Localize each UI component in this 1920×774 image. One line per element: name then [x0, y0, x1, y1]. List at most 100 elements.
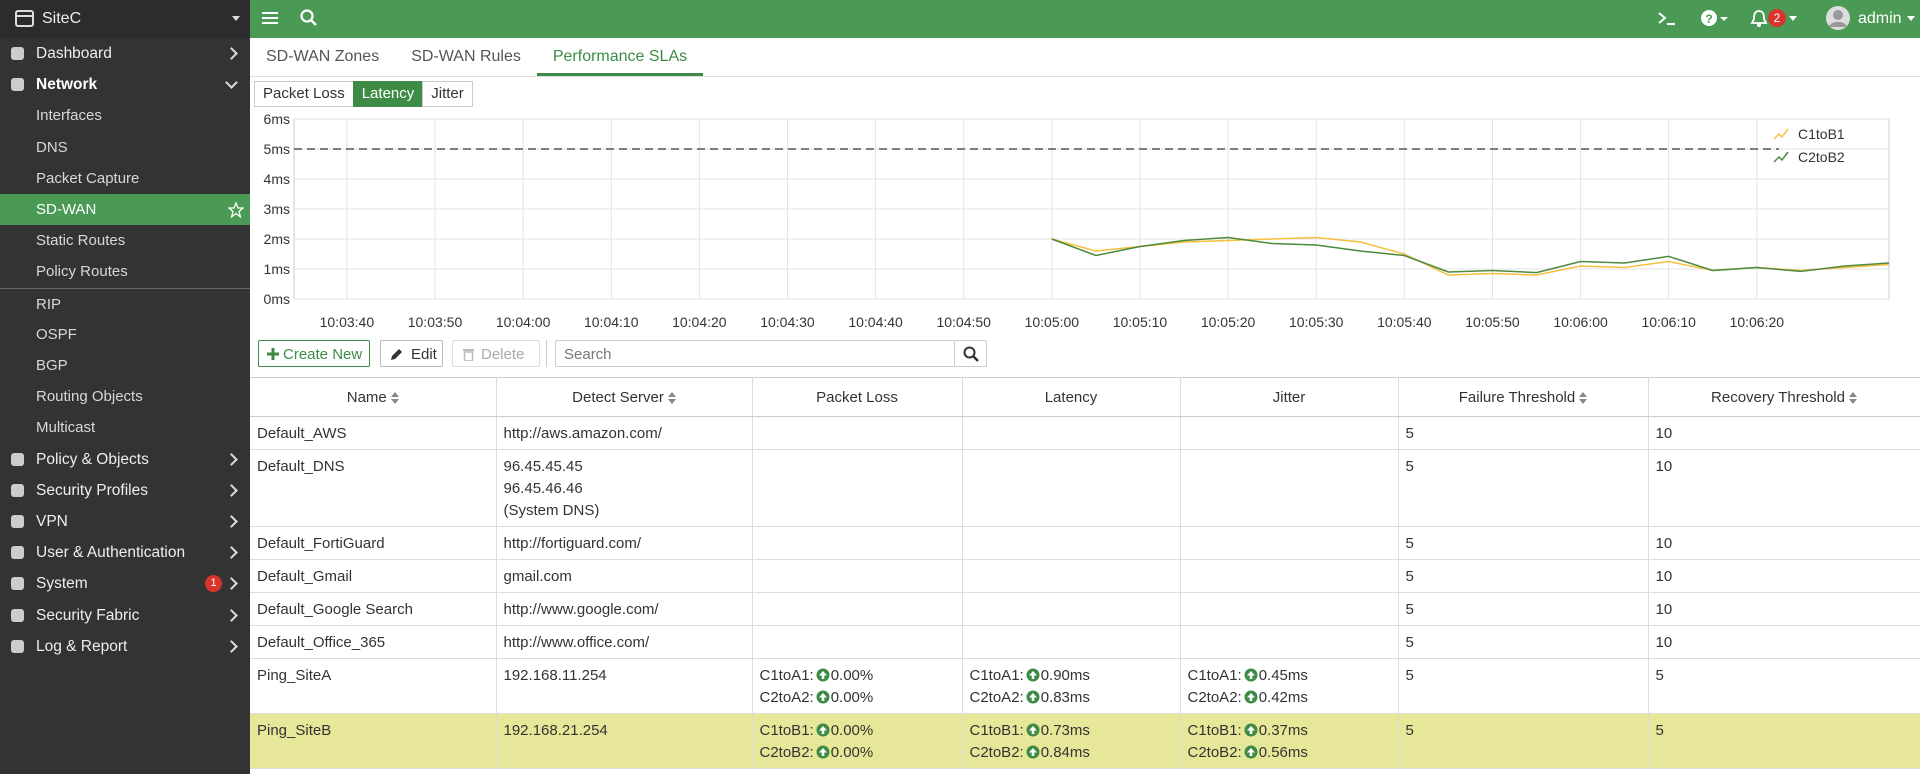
link-name: C2toB2:: [969, 744, 1024, 761]
table-row[interactable]: Ping_SiteB 192.168.21.254 C1toB1: 0.00% C2to…: [250, 713, 1920, 769]
nav-subitem[interactable]: BGP: [0, 350, 250, 381]
x-tick-label: 10:06:10: [1641, 314, 1696, 330]
bell-icon[interactable]: [1750, 9, 1770, 29]
column-header[interactable]: Detect Server: [496, 377, 753, 417]
table-cell: 5: [1398, 449, 1649, 527]
cell-text: 5: [1405, 667, 1414, 684]
edit-button[interactable]: Edit: [380, 340, 443, 367]
nav-subitem[interactable]: Interfaces: [0, 100, 250, 131]
x-tick-label: 10:04:10: [584, 314, 639, 330]
nav-subitem[interactable]: OSPF: [0, 319, 250, 350]
nav-item[interactable]: Security Profiles: [0, 475, 250, 506]
table-cell: [1180, 625, 1399, 659]
user-name[interactable]: admin: [1858, 10, 1902, 27]
cell-text: 192.168.21.254: [503, 722, 608, 739]
table-row[interactable]: Default_Office_365 http://www.office.com/…: [250, 625, 1920, 659]
chart-tab[interactable]: Latency: [352, 81, 424, 107]
column-label: Packet Loss: [816, 388, 898, 406]
column-header[interactable]: Recovery Threshold: [1648, 377, 1920, 417]
search-button[interactable]: [954, 340, 987, 367]
table-row[interactable]: Default_FortiGuard http://fortiguard.com/…: [250, 526, 1920, 560]
metric-value: 0.00%: [830, 722, 874, 739]
help-icon[interactable]: ?: [1700, 9, 1730, 29]
nav-badge: 1: [205, 575, 222, 593]
nav-item[interactable]: Policy & Objects: [0, 444, 250, 475]
chart-tab[interactable]: Packet Loss: [254, 81, 354, 107]
x-tick-label: 10:05:00: [1025, 314, 1080, 330]
icon-arrow: [1028, 748, 1037, 756]
status-up-icon: [1026, 668, 1040, 682]
site-selector[interactable]: SiteC: [0, 0, 250, 38]
x-tick-label: 10:04:50: [936, 314, 991, 330]
chevron: [225, 639, 238, 653]
table-cell: C1toA1: 0.45ms C2toA2: 0.42ms: [1180, 658, 1399, 714]
delete-button[interactable]: Delete: [452, 340, 540, 367]
nav-label: Dashboard: [36, 45, 112, 62]
icon-arrow: [1246, 693, 1255, 701]
nav-subitem[interactable]: Policy Routes: [0, 256, 250, 287]
nav-item[interactable]: Security Fabric: [0, 600, 250, 631]
create-button[interactable]: Create New: [258, 340, 370, 367]
cell-line: 192.168.21.254: [504, 720, 745, 742]
x-tick-label: 10:06:00: [1553, 314, 1608, 330]
favorite-icon[interactable]: [228, 202, 244, 218]
column-header[interactable]: Failure Threshold: [1398, 377, 1649, 417]
nav-subitem[interactable]: SD-WAN: [0, 194, 250, 225]
cell-text: 5: [1655, 667, 1664, 684]
nav-subitem[interactable]: RIP: [0, 287, 250, 320]
table-cell: C1toA1: 0.00% C2toA2: 0.00%: [752, 658, 963, 714]
table-cell: http://aws.amazon.com/: [496, 416, 753, 450]
nav-subitem[interactable]: Packet Capture: [0, 163, 250, 194]
metric-value: 0.00%: [830, 689, 874, 706]
table-cell: 192.168.21.254: [496, 713, 753, 769]
table-row[interactable]: Default_Gmail gmail.com 5 10: [250, 559, 1920, 593]
table-row[interactable]: Default_DNS 96.45.45.45 96.45.46.46 (System…: [250, 449, 1920, 527]
notification-badge[interactable]: 2: [1768, 9, 1786, 27]
search-input[interactable]: Search: [555, 340, 955, 367]
search-icon[interactable]: [300, 9, 318, 27]
menu-icon[interactable]: [262, 10, 278, 26]
nav-item[interactable]: VPN: [0, 506, 250, 537]
cell-text: 5: [1405, 535, 1414, 552]
table-cell: [962, 592, 1181, 626]
table-row[interactable]: Default_AWS http://aws.amazon.com/5 10: [250, 416, 1920, 450]
pencil-icon: [391, 349, 402, 360]
tab[interactable]: SD-WAN Rules: [411, 48, 521, 65]
table-cell: Default_Office_365: [250, 625, 497, 659]
cli-icon[interactable]: [1657, 11, 1677, 27]
table-row[interactable]: Ping_SiteA 192.168.11.254 C1toA1: 0.00% C2to…: [250, 658, 1920, 714]
nav-item[interactable]: System 1: [0, 568, 250, 599]
cell-line: C2toB2: 0.84ms: [970, 742, 1173, 764]
nav-subitem[interactable]: Routing Objects: [0, 381, 250, 412]
chart-tab[interactable]: Jitter: [422, 81, 473, 107]
tab[interactable]: Performance SLAs: [536, 38, 704, 76]
table-cell: [752, 449, 963, 527]
column-label: Detect Server: [572, 388, 664, 406]
cell-line: C2toA2: 0.42ms: [1188, 687, 1391, 709]
nav-subitem[interactable]: DNS: [0, 132, 250, 163]
nav-subitem[interactable]: Static Routes: [0, 225, 250, 256]
table-cell: 5: [1648, 713, 1920, 769]
table-cell: Default_DNS: [250, 449, 497, 527]
nav-item[interactable]: Log & Report: [0, 631, 250, 662]
nav-item[interactable]: User & Authentication: [0, 537, 250, 568]
cell-line: C1toA1: 0.00%: [760, 665, 955, 687]
nav-sublabel: DNS: [36, 138, 68, 156]
link-name: C1toB1:: [1187, 722, 1242, 739]
table-row[interactable]: Default_Google Search http://www.google.c…: [250, 592, 1920, 626]
cell-line: C1toB1: 0.00%: [760, 720, 955, 742]
nav-sublabel: Interfaces: [36, 107, 102, 125]
nav-item[interactable]: Network: [0, 69, 250, 100]
column-label: Recovery Threshold: [1711, 388, 1845, 406]
nav-subitem[interactable]: Multicast: [0, 412, 250, 443]
nav-item[interactable]: Dashboard: [0, 38, 250, 69]
nav-label: Security Profiles: [36, 481, 148, 499]
column-header[interactable]: Name: [250, 377, 497, 417]
status-up-icon: [816, 745, 830, 759]
cell-text: Ping_SiteB: [257, 722, 332, 739]
status-up-icon: [1026, 723, 1040, 737]
avatar[interactable]: [1825, 5, 1851, 31]
tab[interactable]: SD-WAN Zones: [266, 48, 380, 65]
table-cell: 5: [1398, 658, 1649, 714]
table-cell: [962, 559, 1181, 593]
